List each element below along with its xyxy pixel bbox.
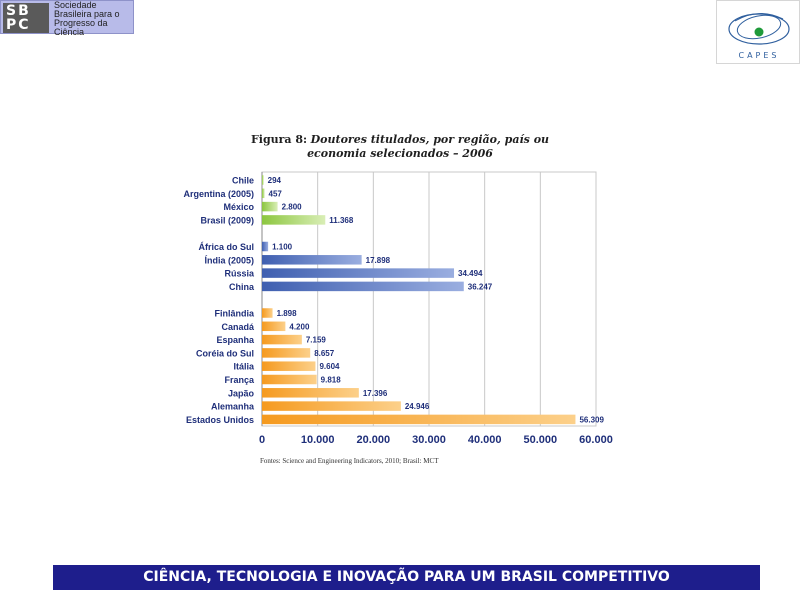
category-label: Canadá [221,322,255,332]
data-label: 457 [269,189,283,198]
bar [262,361,316,371]
category-label: França [224,375,255,385]
data-label: 1.100 [272,243,293,252]
capes-emblem-icon [728,13,790,45]
category-label: África do Sul [198,242,254,252]
data-label: 1.898 [277,309,298,318]
data-label: 11.368 [329,216,354,225]
sbpc-mark-line2: PC [6,17,31,33]
x-tick-label: 50.000 [524,434,558,446]
bar [262,374,317,385]
sbpc-text-line: Sociedade [54,0,97,10]
sbpc-logo: SB PC Sociedade Brasileira para o Progre… [0,0,134,37]
category-label: Rússia [224,269,255,279]
data-label: 36.247 [468,282,493,291]
sbpc-text-line: Brasileira para o [54,9,120,19]
x-tick-label: 20.000 [357,434,391,446]
data-label: 7.159 [306,336,327,345]
bar [262,215,326,225]
capes-logo: CAPES [716,0,800,64]
bar [262,241,269,252]
figure-title: Figura 8: Doutores titulados, por região… [240,133,560,161]
bar [262,175,264,185]
bar [262,308,273,318]
bar [262,401,401,411]
sbpc-mark-line1: SB [6,3,31,19]
data-label: 17.396 [363,389,388,398]
bar [262,255,362,265]
bar [262,348,311,358]
category-label: Japão [228,388,255,398]
bar [262,334,302,345]
category-label: China [229,282,255,292]
data-label: 294 [268,176,282,185]
bar [262,201,278,212]
data-label: 9.818 [321,376,342,385]
data-label: 8.657 [314,349,335,358]
category-label: Alemanha [211,402,255,412]
figure-title-line1: Doutores titulados, por região, país ou [310,133,550,146]
bar [262,321,286,332]
bar [262,388,359,398]
x-tick-label: 0 [259,434,265,446]
capes-logo-text: CAPES [738,51,780,60]
x-tick-label: 30.000 [412,434,446,446]
category-label: Coréia do Sul [196,348,254,358]
data-label: 56.309 [579,415,604,424]
footer-banner: CIÊNCIA, TECNOLOGIA E INOVAÇÃO PARA UM B… [53,565,760,590]
sbpc-logo-mark: SB PC [3,3,49,33]
category-label: Argentina (2005) [183,189,254,199]
sbpc-text-line: Ciência [54,27,85,37]
category-label: Índia (2005) [204,255,254,265]
sbpc-logo-text: Sociedade Brasileira para o Progresso da… [54,1,134,37]
data-label: 9.604 [319,362,340,371]
bar [262,414,576,425]
source-note: Fontes: Science and Engineering Indicato… [260,457,439,465]
data-label: 24.946 [405,402,430,411]
data-label: 4.200 [289,322,310,331]
category-label: Espanha [216,335,255,345]
sbpc-text-line: Progresso da [54,18,108,28]
figure-label: Figura 8: [250,133,308,146]
data-label: 2.800 [282,203,303,212]
x-tick-label: 10.000 [301,434,335,446]
bar [262,268,455,278]
category-label: Itália [233,362,255,372]
category-label: México [223,202,254,212]
category-label: Finlândia [214,309,254,319]
bar [262,188,265,199]
figure-title-line2: economia selecionados – 2006 [307,147,493,160]
category-label: Estados Unidos [186,415,254,425]
data-label: 17.898 [366,256,391,265]
category-label: Brasil (2009) [200,215,254,225]
data-label: 34.494 [458,269,483,278]
category-label: Chile [232,176,254,186]
x-tick-label: 60.000 [579,434,613,446]
x-tick-label: 40.000 [468,434,502,446]
bar [262,281,464,292]
